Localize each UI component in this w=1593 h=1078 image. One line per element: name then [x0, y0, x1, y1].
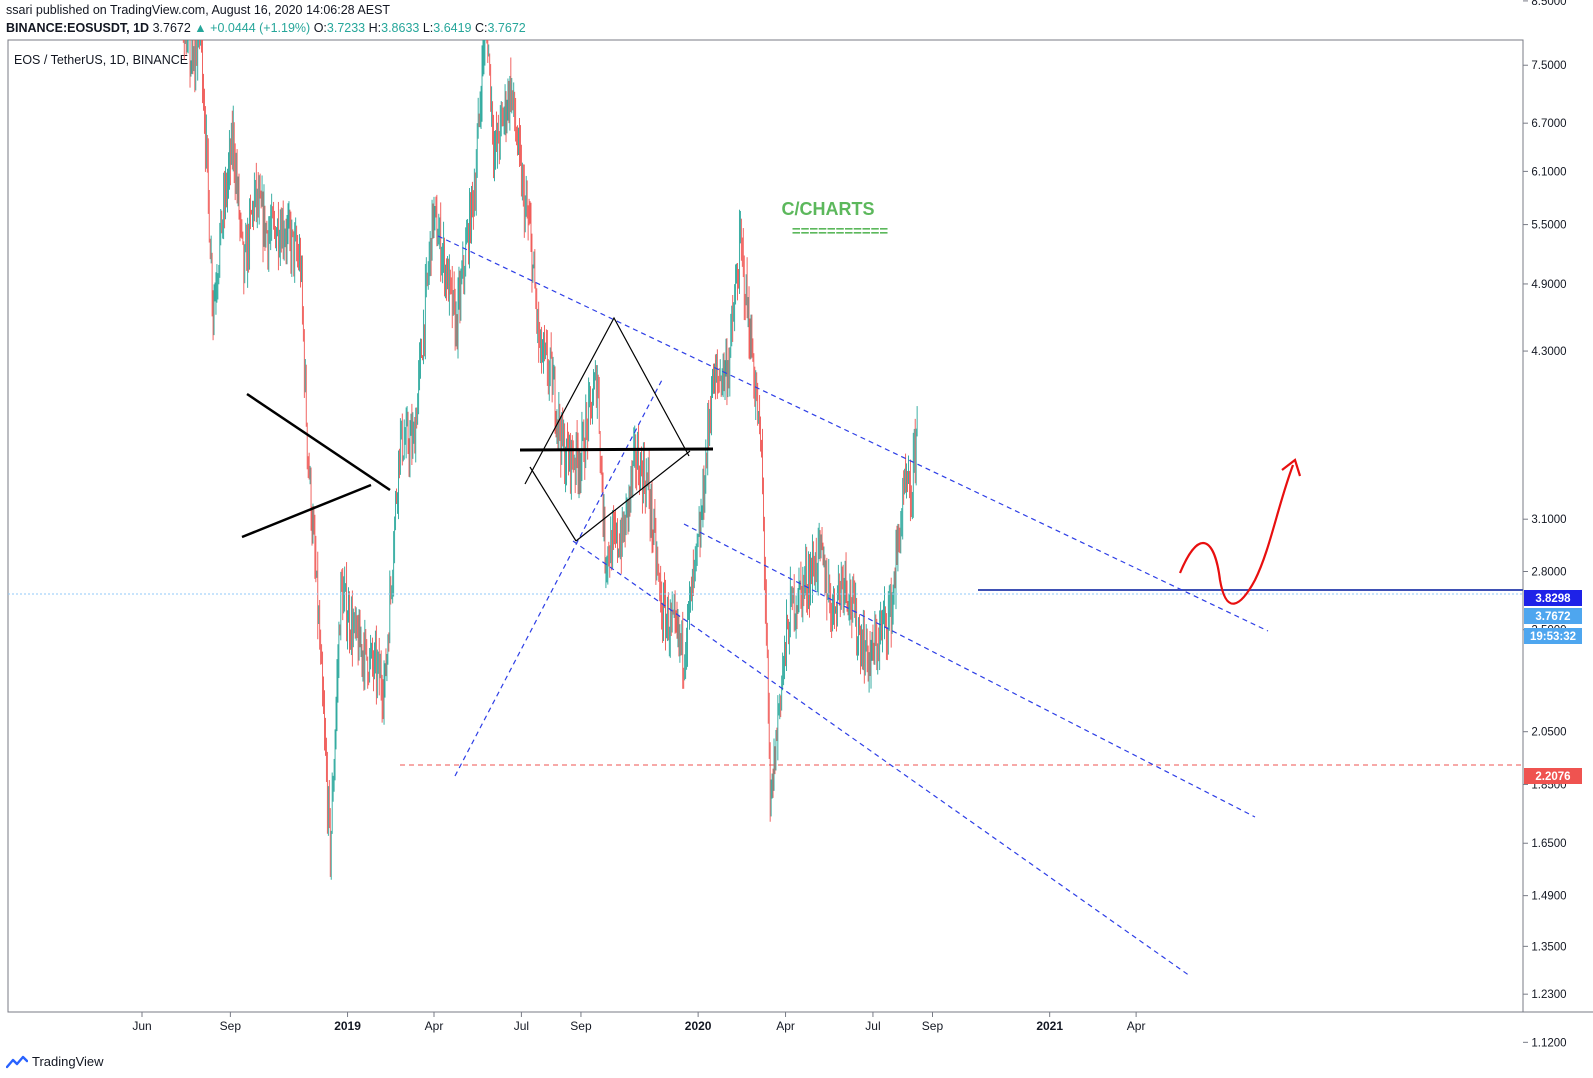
price-tick-label: 1.3500 [1531, 941, 1566, 953]
projection-arrow-curve [1178, 464, 1295, 605]
time-tick-label: 2019 [334, 1019, 361, 1033]
last-price-tag-bg [1524, 608, 1582, 624]
drawings-group [8, 235, 1523, 977]
price-tick-label: 3.1000 [1531, 514, 1566, 526]
price-tick-label: 6.7000 [1531, 118, 1566, 130]
candles-group [182, 40, 918, 880]
chart-title: EOS / TetherUS, 1D, BINANCE [14, 53, 188, 67]
projection-arrow-head [1281, 458, 1302, 477]
price-change: +0.0444 (+1.19%) [210, 21, 311, 35]
last-price: 3.7672 [152, 21, 191, 35]
footer-brand: TradingView [32, 1054, 104, 1069]
countdown-tag: 19:53:32 [1530, 631, 1576, 643]
time-tick-label: Sep [922, 1019, 944, 1033]
price-tick-label: 1.4900 [1531, 891, 1566, 903]
neckline [519, 447, 714, 452]
price-tick-label: 6.1000 [1531, 166, 1566, 178]
low-value: 3.6419 [433, 21, 472, 35]
resistance-price-tag-bg [1524, 590, 1582, 606]
price-tick-label: 1.6500 [1531, 838, 1566, 850]
symbol-name: BINANCE:EOSUSDT, 1D [6, 21, 150, 35]
close-label: C: [475, 21, 488, 35]
support-price-tag: 2.2076 [1535, 771, 1570, 783]
countdown-tag-bg [1524, 628, 1582, 644]
time-tick-label: Jul [514, 1019, 529, 1033]
head-triangle-line [524, 316, 690, 485]
support-price-tag-bg [1524, 768, 1582, 784]
price-tags: 3.8298 3.7672 19:53:32 2.2076 [1524, 590, 1582, 784]
resistance-price-tag: 3.8298 [1535, 593, 1571, 605]
triangle-lower-line [241, 483, 372, 539]
time-tick-label: Apr [425, 1019, 444, 1033]
time-tick-label: Sep [220, 1019, 242, 1033]
rising-support-trendline [454, 377, 664, 777]
publish-line: ssari published on TradingView.com, Augu… [6, 3, 391, 17]
price-tick-label: 2.0500 [1531, 727, 1566, 739]
price-tick-label: 2.8000 [1531, 566, 1566, 578]
time-tick-label: Sep [570, 1019, 592, 1033]
symbol-legend: BINANCE:EOSUSDT, 1D 3.7672 ▲ +0.0444 (+1… [6, 21, 526, 35]
high-label: H: [368, 21, 382, 35]
channel-upper-trendline [437, 235, 1269, 632]
channel-lower-trendline [572, 540, 1191, 977]
diamond-right-line [575, 450, 691, 542]
price-tick-label: 7.5000 [1531, 60, 1566, 72]
open-value: 3.7233 [326, 21, 366, 35]
price-tick-label: 8.5000 [1531, 0, 1566, 8]
time-tick-label: Apr [776, 1019, 795, 1033]
channel-middle-trendline [683, 523, 1256, 818]
time-tick-label: Jun [132, 1019, 151, 1033]
price-tick-label: 1.2300 [1531, 989, 1566, 1001]
low-label: L: [422, 21, 434, 35]
price-tick-label: 5.5000 [1531, 220, 1566, 232]
time-tick-label: Jul [865, 1019, 880, 1033]
high-value: 3.8633 [381, 21, 420, 35]
price-tick-label: 4.3000 [1531, 346, 1566, 358]
footer[interactable]: TradingView [6, 1054, 104, 1069]
time-axis[interactable]: Jun Sep 2019 Apr Jul Sep 2020 Apr Jul Sep 2021 Apr [132, 1012, 1145, 1033]
price-tick-label: 4.9000 [1531, 279, 1566, 291]
up-triangle-icon: ▲ [194, 21, 207, 35]
time-tick-label: 2021 [1036, 1019, 1063, 1033]
time-tick-label: 2020 [685, 1019, 712, 1033]
close-value: 3.7672 [487, 21, 526, 35]
watermark-underline: =========== [792, 223, 889, 240]
price-axis[interactable]: 21.000019.000017.000015.000013.500012.00… [1523, 0, 1570, 1049]
tradingview-logo-icon [6, 1055, 28, 1068]
watermark-text: C/CHARTS [782, 199, 875, 219]
last-price-tag: 3.7672 [1535, 611, 1570, 623]
open-label: O: [313, 21, 327, 35]
time-tick-label: Apr [1127, 1019, 1146, 1033]
triangle-upper-line [246, 392, 391, 492]
price-tick-label: 1.1200 [1531, 1037, 1566, 1049]
diamond-left-line [529, 466, 577, 542]
